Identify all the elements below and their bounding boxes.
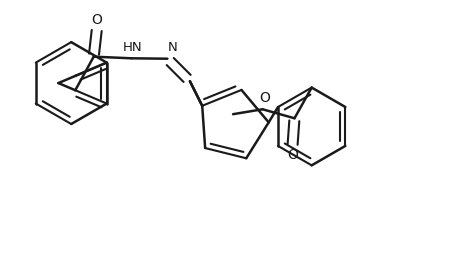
Text: HN: HN <box>122 41 142 54</box>
Text: O: O <box>287 149 298 162</box>
Text: O: O <box>259 91 270 105</box>
Text: O: O <box>91 13 103 27</box>
Text: N: N <box>168 41 177 54</box>
